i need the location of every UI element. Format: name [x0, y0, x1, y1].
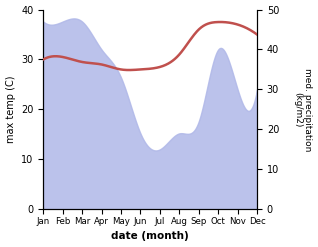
Y-axis label: med. precipitation
(kg/m2): med. precipitation (kg/m2) [293, 68, 313, 151]
Y-axis label: max temp (C): max temp (C) [5, 76, 16, 143]
X-axis label: date (month): date (month) [111, 231, 189, 242]
